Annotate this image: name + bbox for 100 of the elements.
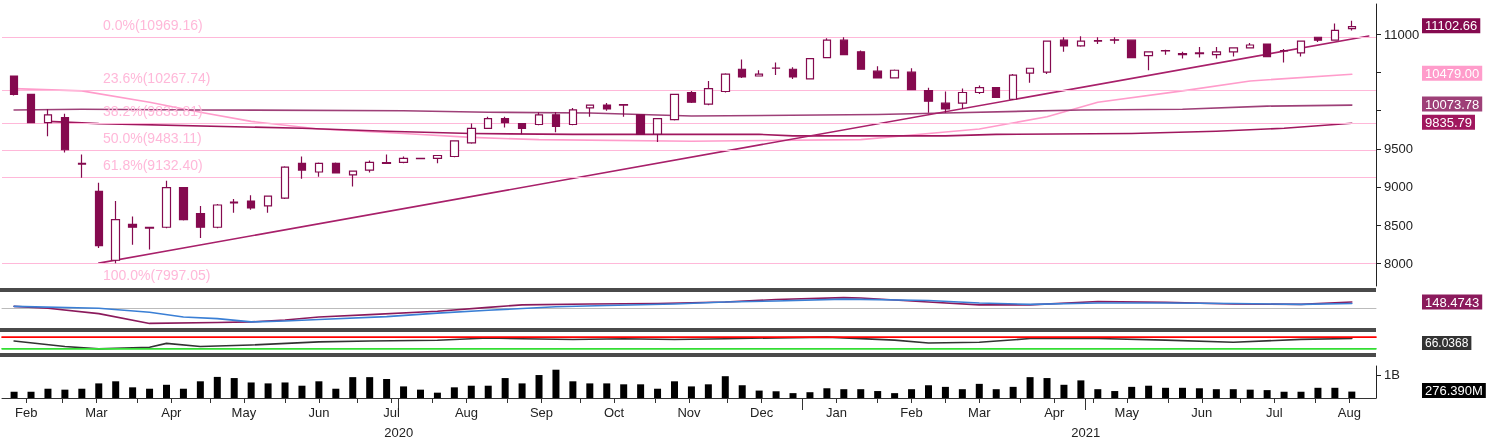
bar xyxy=(213,376,221,398)
bar xyxy=(1026,377,1034,398)
candlestick xyxy=(568,107,578,126)
candlestick xyxy=(1059,36,1069,53)
bar xyxy=(1348,391,1356,398)
x-tick-label: Mar xyxy=(968,405,992,420)
candlestick xyxy=(110,200,121,264)
candlestick xyxy=(297,155,307,180)
x-tick-label: Dec xyxy=(750,405,774,420)
candlestick xyxy=(585,104,595,118)
candlestick xyxy=(1076,35,1086,48)
bar xyxy=(1263,390,1271,398)
bar xyxy=(332,388,340,398)
candlestick xyxy=(771,61,781,76)
x-tick-label: May xyxy=(231,405,257,420)
x-tick-label: Feb xyxy=(900,405,923,420)
x-tick-label: Jun xyxy=(308,405,330,420)
bar xyxy=(603,383,611,398)
candlestick xyxy=(348,169,358,188)
candlestick xyxy=(669,93,680,122)
bar xyxy=(349,377,357,398)
candlestick xyxy=(602,102,612,112)
candlestick xyxy=(1042,39,1052,75)
bar xyxy=(315,381,323,398)
bar xyxy=(1060,384,1068,398)
bar xyxy=(789,393,797,398)
candlestick xyxy=(974,84,985,95)
candlestick xyxy=(1211,46,1222,60)
bar xyxy=(1043,378,1051,398)
bar xyxy=(1195,388,1203,398)
bar xyxy=(61,389,69,398)
bar xyxy=(1331,387,1339,398)
bar xyxy=(484,385,492,398)
bar xyxy=(230,378,238,398)
x-tick-label: Aug xyxy=(1337,405,1361,420)
bar xyxy=(27,391,35,398)
text: 148.4743 xyxy=(1425,294,1480,310)
x-tick-label: Jul xyxy=(383,405,400,420)
candlestick xyxy=(872,65,883,79)
bar xyxy=(1246,389,1254,398)
candlestick xyxy=(381,153,392,165)
candlestick xyxy=(77,153,87,179)
bar xyxy=(247,382,255,398)
bar xyxy=(1145,385,1153,398)
bar xyxy=(535,375,543,398)
candlestick xyxy=(1025,67,1035,84)
bar xyxy=(1009,386,1017,398)
y-tick-label: 8500 xyxy=(1384,217,1413,233)
candlestick xyxy=(991,86,1001,99)
candlestick xyxy=(1143,50,1154,71)
y-tick-label: 1B xyxy=(1384,367,1400,383)
text: 276.390M xyxy=(1425,383,1483,399)
ref-line-label: 100.0%(7997.05) xyxy=(103,267,211,284)
bar xyxy=(518,383,526,398)
candlestick xyxy=(466,122,477,145)
bar xyxy=(1128,386,1136,398)
candlestick xyxy=(60,113,70,154)
bar xyxy=(10,391,18,398)
candlestick xyxy=(754,69,764,78)
bar xyxy=(670,381,678,398)
candlestick xyxy=(923,87,934,114)
bar xyxy=(772,391,780,398)
bar xyxy=(416,389,424,398)
x2-tick-label: 2021 xyxy=(1071,425,1101,440)
x-tick-label: Feb xyxy=(14,405,38,420)
ref-line-label: 50.0%(9483.11) xyxy=(103,130,202,147)
candlestick xyxy=(246,194,256,211)
candlestick xyxy=(1109,36,1120,45)
candlestick xyxy=(1296,39,1306,58)
bar xyxy=(891,393,899,398)
text: 10479.00 xyxy=(1425,65,1480,81)
x-tick-label: Sep xyxy=(529,405,554,420)
candlestick xyxy=(551,111,561,133)
candlestick xyxy=(940,90,951,114)
bar xyxy=(383,378,391,398)
candlestick xyxy=(432,154,443,164)
bar xyxy=(806,392,814,398)
x2-tick-label: 2020 xyxy=(384,425,414,440)
candlestick xyxy=(161,180,172,229)
candlestick xyxy=(1093,36,1103,45)
bar xyxy=(129,387,137,398)
bar xyxy=(637,384,645,398)
bar xyxy=(823,388,831,398)
candlestick xyxy=(1228,46,1239,58)
candlestick xyxy=(1245,42,1255,49)
x-tick-label: Apr xyxy=(1044,405,1066,420)
bar xyxy=(687,386,695,398)
candlestick xyxy=(652,117,663,143)
candlestick xyxy=(635,113,646,135)
bar xyxy=(366,377,374,398)
bar xyxy=(467,385,475,398)
candlestick xyxy=(263,195,273,214)
bar xyxy=(146,388,154,398)
line-series xyxy=(13,104,1353,117)
candlestick xyxy=(144,226,155,251)
candlestick xyxy=(483,116,493,130)
x-tick-label: Mar xyxy=(85,405,109,420)
bar xyxy=(433,392,441,398)
bar xyxy=(721,376,729,398)
bar xyxy=(958,389,966,398)
